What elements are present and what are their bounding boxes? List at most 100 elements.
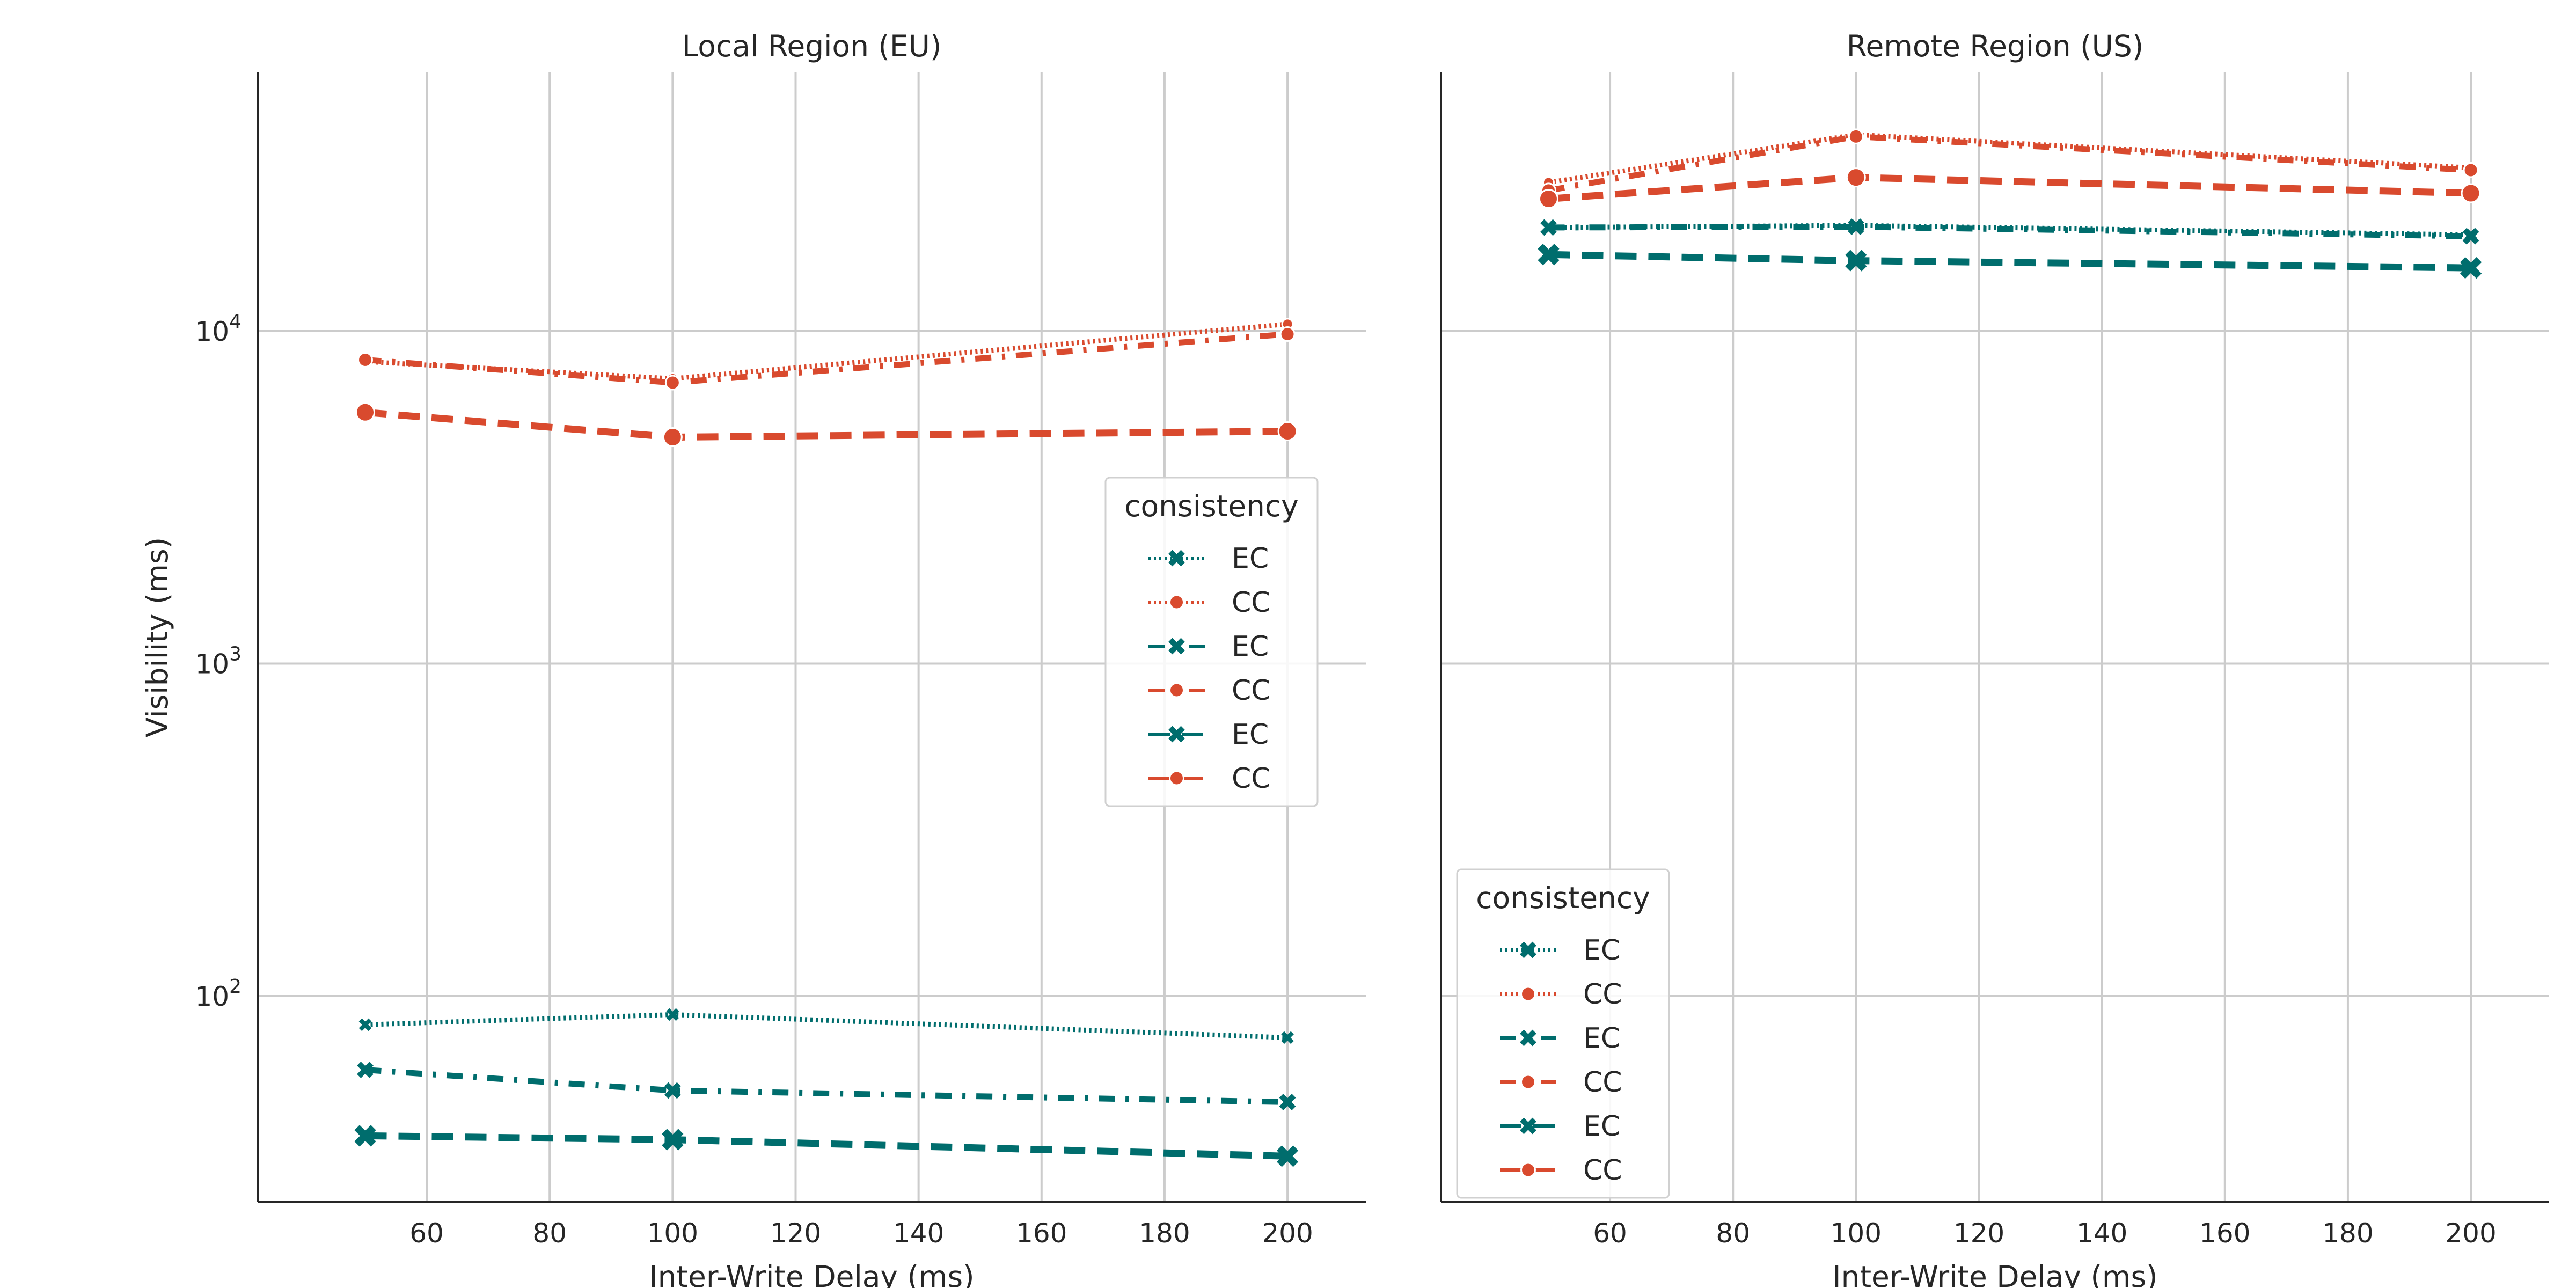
y-tick-label: 104 <box>195 311 241 347</box>
legend-label: EC <box>1232 631 1269 663</box>
data-point <box>664 375 680 391</box>
legend-swatch-marker <box>1169 594 1184 610</box>
series-ec-3 <box>1540 218 2479 245</box>
series-line <box>1548 132 2471 185</box>
x-tick-label: 60 <box>1593 1218 1627 1249</box>
data-point <box>1538 244 1560 266</box>
x-axis-label: Inter-Write Delay (ms) <box>649 1260 974 1288</box>
legend-label: EC <box>1583 1022 1620 1055</box>
data-point <box>1846 167 1866 188</box>
x-tick-label: 120 <box>770 1218 821 1249</box>
series-line <box>1548 224 2471 239</box>
legend-label: CC <box>1232 587 1271 619</box>
data-point <box>662 427 683 448</box>
series-line <box>365 1132 1288 1160</box>
legend-swatch-marker <box>1169 770 1184 786</box>
data-point <box>354 1125 376 1147</box>
data-point <box>664 1082 681 1099</box>
legend-swatch-marker <box>1168 550 1185 567</box>
legend-swatch-marker <box>1168 638 1185 655</box>
data-point <box>1539 189 1558 209</box>
data-point <box>1281 1031 1294 1044</box>
legend-box <box>1456 868 1670 1199</box>
series-ec-1 <box>358 1008 1294 1044</box>
data-point <box>358 1018 372 1031</box>
data-point <box>357 352 373 368</box>
legend-swatch-marker <box>1520 1162 1536 1178</box>
legend-label: CC <box>1232 675 1271 707</box>
x-tick-label: 100 <box>1831 1218 1882 1249</box>
legend-swatch-marker <box>1168 726 1185 743</box>
series-cc-2 <box>1542 128 2477 189</box>
x-tick-label: 140 <box>893 1218 944 1249</box>
legend: consistency EC CC EC CC EC CC <box>1104 477 1319 807</box>
legend-label: CC <box>1583 978 1622 1011</box>
legend-label: CC <box>1583 1066 1622 1099</box>
x-tick-label: 160 <box>1016 1218 1067 1249</box>
legend-label: EC <box>1232 543 1269 575</box>
series-cc-2 <box>359 318 1294 385</box>
data-point <box>1848 128 1864 144</box>
data-point <box>2462 228 2479 245</box>
data-point <box>1845 250 1867 272</box>
series-line <box>365 331 1288 386</box>
legend-swatch-marker <box>1520 1117 1536 1135</box>
data-point <box>1276 1145 1299 1167</box>
series-line <box>364 408 1288 441</box>
legend-swatch-marker <box>1520 941 1536 958</box>
legend-label: CC <box>1583 1154 1622 1187</box>
x-tick-label: 120 <box>1953 1218 2004 1249</box>
data-point <box>666 1008 679 1021</box>
data-point <box>2460 257 2482 279</box>
y-tick-label: 102 <box>195 976 241 1012</box>
series-line <box>365 1012 1288 1040</box>
x-tick-label: 100 <box>647 1218 698 1249</box>
data-point <box>2461 183 2481 203</box>
legend-swatch-marker <box>1169 682 1184 698</box>
legend-label: EC <box>1232 719 1269 751</box>
x-axis-label: Inter-Write Delay (ms) <box>1832 1260 2157 1288</box>
series-line <box>1548 133 2471 194</box>
x-tick-label: 140 <box>2076 1218 2127 1249</box>
legend: consistency EC CC EC CC EC CC <box>1456 868 1670 1199</box>
x-tick-label: 200 <box>2445 1218 2496 1249</box>
data-point <box>1279 326 1296 342</box>
series-line <box>365 1066 1288 1106</box>
x-tick-label: 180 <box>2322 1218 2373 1249</box>
legend-title: consistency <box>1124 489 1298 523</box>
legend-box <box>1104 477 1319 807</box>
data-point <box>2463 162 2479 178</box>
series-ec-3 <box>357 1062 1296 1110</box>
series-cc-6 <box>355 402 1298 448</box>
x-tick-label: 200 <box>1262 1218 1313 1249</box>
legend-label: EC <box>1583 1110 1620 1143</box>
legend-label: EC <box>1583 934 1620 967</box>
x-tick-label: 80 <box>532 1218 567 1249</box>
series-line <box>1548 174 2471 203</box>
y-tick-label: 103 <box>195 643 241 680</box>
panel-1: 60 80 100 120 140 160 180 200 102 103 104 Local Reg… <box>140 29 1366 1288</box>
legend-swatch-marker <box>1520 1029 1536 1046</box>
x-tick-label: 60 <box>409 1218 444 1249</box>
x-tick-label: 80 <box>1716 1218 1750 1249</box>
series-ec-5 <box>354 1125 1299 1167</box>
x-tick-label: 180 <box>1139 1218 1190 1249</box>
data-point <box>1279 1094 1296 1110</box>
data-point <box>1847 218 1864 235</box>
data-point <box>355 402 375 422</box>
data-point <box>662 1129 684 1151</box>
series-ec-5 <box>1538 244 2482 279</box>
legend-swatch-marker <box>1520 1074 1536 1090</box>
panel-2: 60 80 100 120 140 160 180 200 Remote Region (US)… <box>1440 29 2549 1288</box>
legend-label: CC <box>1232 763 1271 795</box>
panel-title: Remote Region (US) <box>1847 29 2144 63</box>
legend-title: consistency <box>1476 881 1650 915</box>
series-cc-4 <box>357 326 1296 391</box>
panel-title: Local Region (EU) <box>682 29 942 63</box>
data-point <box>357 1062 374 1078</box>
data-point <box>1277 421 1298 442</box>
legend-swatch-marker <box>1520 986 1536 1002</box>
y-axis-label: Visibility (ms) <box>140 537 174 737</box>
data-point <box>1540 219 1557 236</box>
